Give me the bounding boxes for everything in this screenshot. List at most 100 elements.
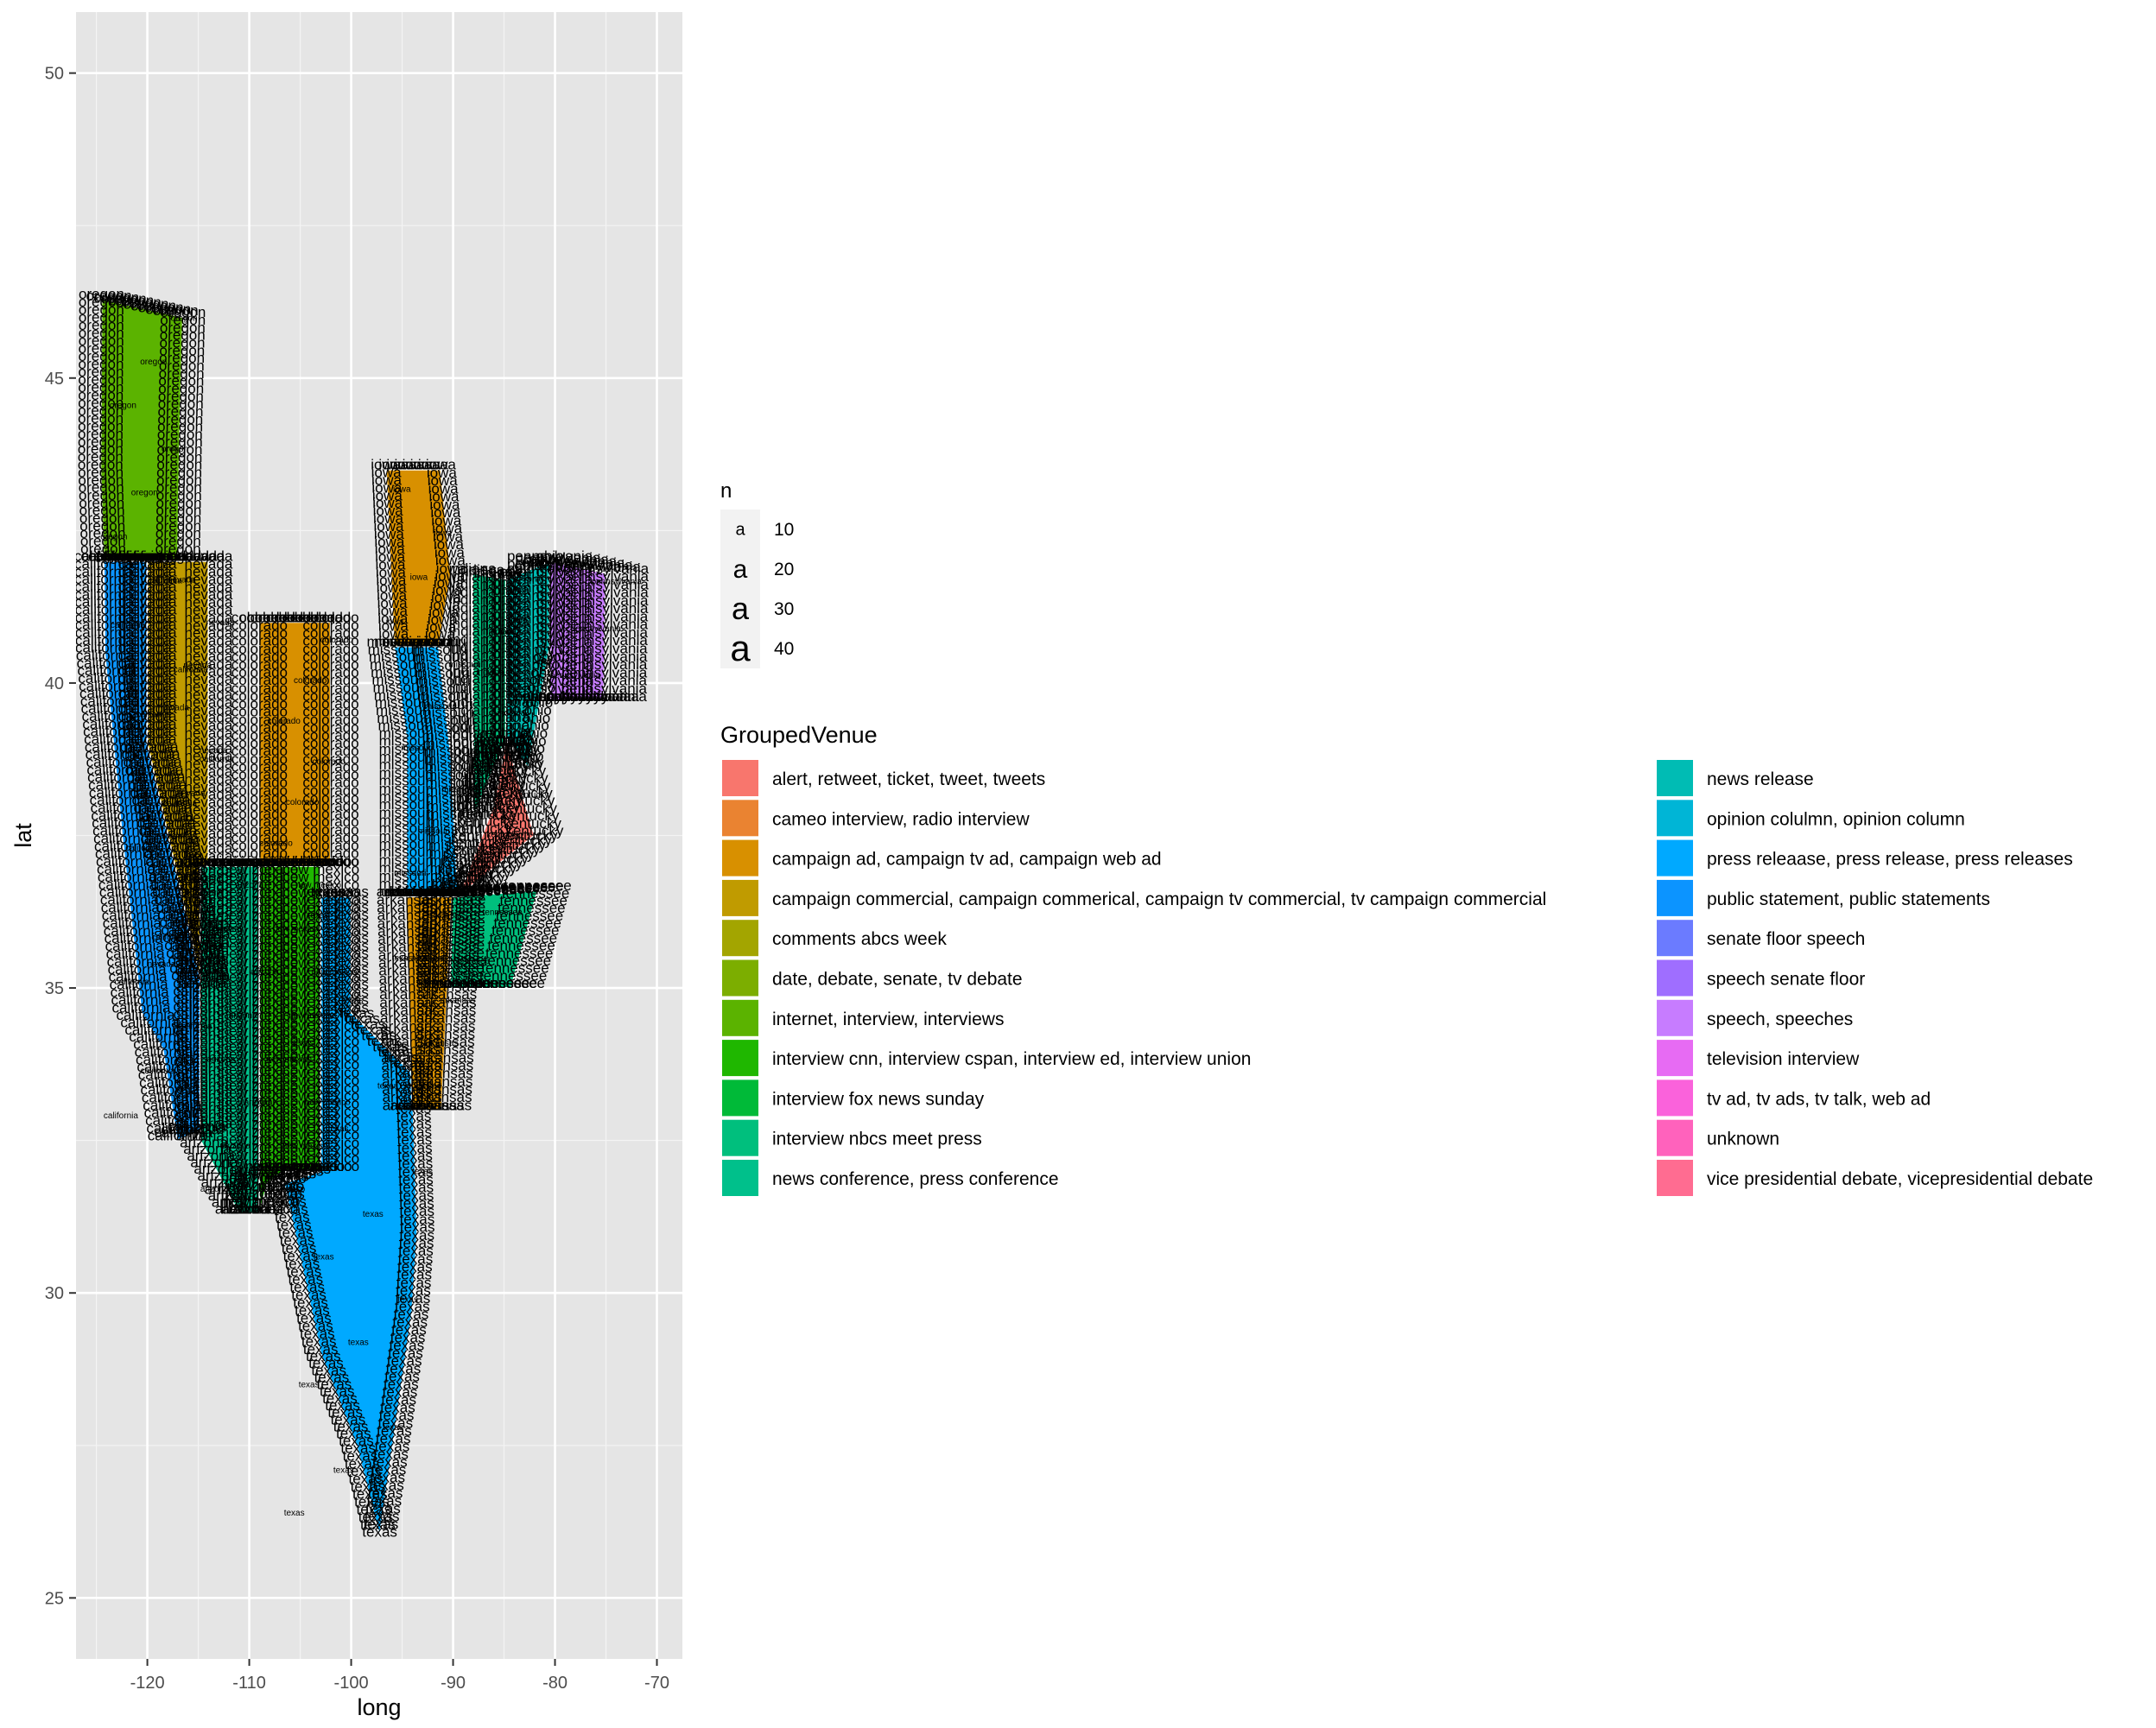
state-label: nevada — [185, 810, 233, 826]
state-label: colorado — [247, 609, 303, 625]
state-label: oregon — [158, 396, 204, 412]
state-label: arizona — [190, 1155, 238, 1171]
state-label: arizona — [176, 1120, 225, 1136]
state-label: arizona — [236, 1193, 284, 1210]
state-label: nevada — [185, 648, 233, 664]
state-label: nevada — [146, 830, 194, 846]
state-label: california — [162, 800, 197, 809]
state-label: nevada — [127, 746, 175, 763]
state-label: nevada — [174, 959, 223, 976]
state-label: nevada — [185, 871, 233, 888]
state-label: nevada — [124, 724, 172, 740]
state-label: nevada — [124, 624, 172, 641]
state-label: california — [174, 1006, 233, 1022]
state-label: california — [136, 1051, 195, 1067]
fill-legend-label: alert, retweet, ticket, tweet, tweets — [772, 769, 1045, 789]
state-label: nevada — [169, 548, 218, 565]
state-label: nevada — [185, 641, 233, 657]
state-label: nevada — [185, 610, 233, 626]
state-label: oregon — [158, 403, 204, 420]
state-label: california — [75, 624, 135, 641]
state-label: nevada — [124, 548, 172, 565]
state-label: nevada — [185, 594, 233, 611]
state-label: california — [104, 922, 163, 939]
state-label: iowa — [393, 484, 411, 494]
state-label: arizona — [236, 869, 284, 885]
state-label: nevada — [129, 754, 177, 770]
state-label: california — [125, 762, 185, 778]
state-label: oregon — [156, 449, 202, 465]
state-label: california — [147, 861, 206, 877]
state-label: colorado — [320, 636, 354, 645]
state-label: nevada — [146, 548, 194, 565]
state-label: california — [74, 563, 134, 579]
fill-legend-label: tv ad, tv ads, tv talk, web ad — [1707, 1089, 1931, 1109]
state-label: arizona — [176, 971, 225, 987]
state-label: arizona — [236, 1131, 284, 1148]
state-label: california — [161, 1122, 220, 1138]
state-label: iowa — [410, 573, 428, 583]
state-region-colorado — [258, 621, 332, 867]
state-label: colorado — [302, 672, 358, 688]
state-label: arizona — [236, 900, 284, 916]
state-label: colorado — [231, 712, 288, 728]
fill-legend-label: senate floor speech — [1707, 929, 1865, 949]
state-region-texas — [282, 896, 419, 1537]
state-label: california — [118, 640, 178, 656]
state-label: nevada — [178, 975, 226, 991]
state-label: california — [74, 594, 134, 611]
state-label: arizona — [236, 877, 284, 893]
state-label: colorado — [302, 813, 358, 830]
state-label: nevada — [148, 838, 196, 854]
state-label: california — [118, 586, 178, 603]
state-label: nevada — [180, 959, 228, 975]
state-label: colorado — [295, 853, 351, 870]
state-label: arizona — [236, 884, 284, 901]
state-label: california — [169, 959, 229, 976]
state-label: nevada — [185, 887, 233, 903]
state-label: colorado — [231, 727, 288, 744]
state-label: arizona — [236, 1162, 284, 1179]
fill-legend-swatch — [722, 839, 758, 877]
state-label: colorado — [295, 609, 351, 625]
state-label: arizona — [236, 1016, 284, 1032]
state-label: california — [136, 710, 171, 719]
state-label: new mexico — [267, 853, 345, 870]
state-label: nevada — [149, 845, 198, 862]
state-label: nevada — [185, 779, 233, 795]
state-label: nevada — [185, 832, 233, 849]
state-label: oregon — [79, 364, 124, 380]
state-label: oregon — [155, 541, 201, 557]
state-label: new mexico — [282, 939, 359, 955]
state-label: colorado — [231, 672, 288, 688]
state-label: oregon — [155, 548, 201, 565]
state-label: texas — [308, 911, 329, 921]
state-label: california — [118, 617, 178, 633]
fill-legend-title: GroupedVenue — [720, 722, 878, 748]
state-label: arizona — [176, 1034, 225, 1050]
state-label: arizona — [205, 1180, 253, 1197]
state-label: nevada — [124, 708, 172, 725]
state-label: colorado — [231, 696, 288, 712]
state-label: arizona — [236, 961, 284, 978]
state-label: california — [86, 746, 145, 763]
state-label: new mexico — [282, 931, 359, 947]
state-label: california — [93, 830, 153, 846]
state-label: oregon — [80, 533, 126, 549]
state-label: nevada — [179, 967, 227, 984]
state-label: california — [118, 556, 178, 573]
state-label: arkansas — [406, 1082, 441, 1092]
state-label: arizona — [176, 1041, 225, 1058]
state-label: california — [75, 617, 135, 633]
state-label: arizona — [228, 853, 276, 870]
state-label: oregon — [157, 434, 203, 450]
state-region-new-mexico — [258, 864, 322, 1214]
state-label: oregon — [79, 294, 124, 310]
state-label: arizona — [236, 1008, 284, 1024]
state-label: arizona — [236, 1155, 284, 1171]
state-label: nevada — [124, 670, 172, 687]
state-label: arizona — [236, 861, 284, 877]
state-label: oregon — [96, 548, 142, 565]
fill-legend-swatch — [1657, 1119, 1693, 1156]
state-label: colorado — [302, 704, 358, 720]
